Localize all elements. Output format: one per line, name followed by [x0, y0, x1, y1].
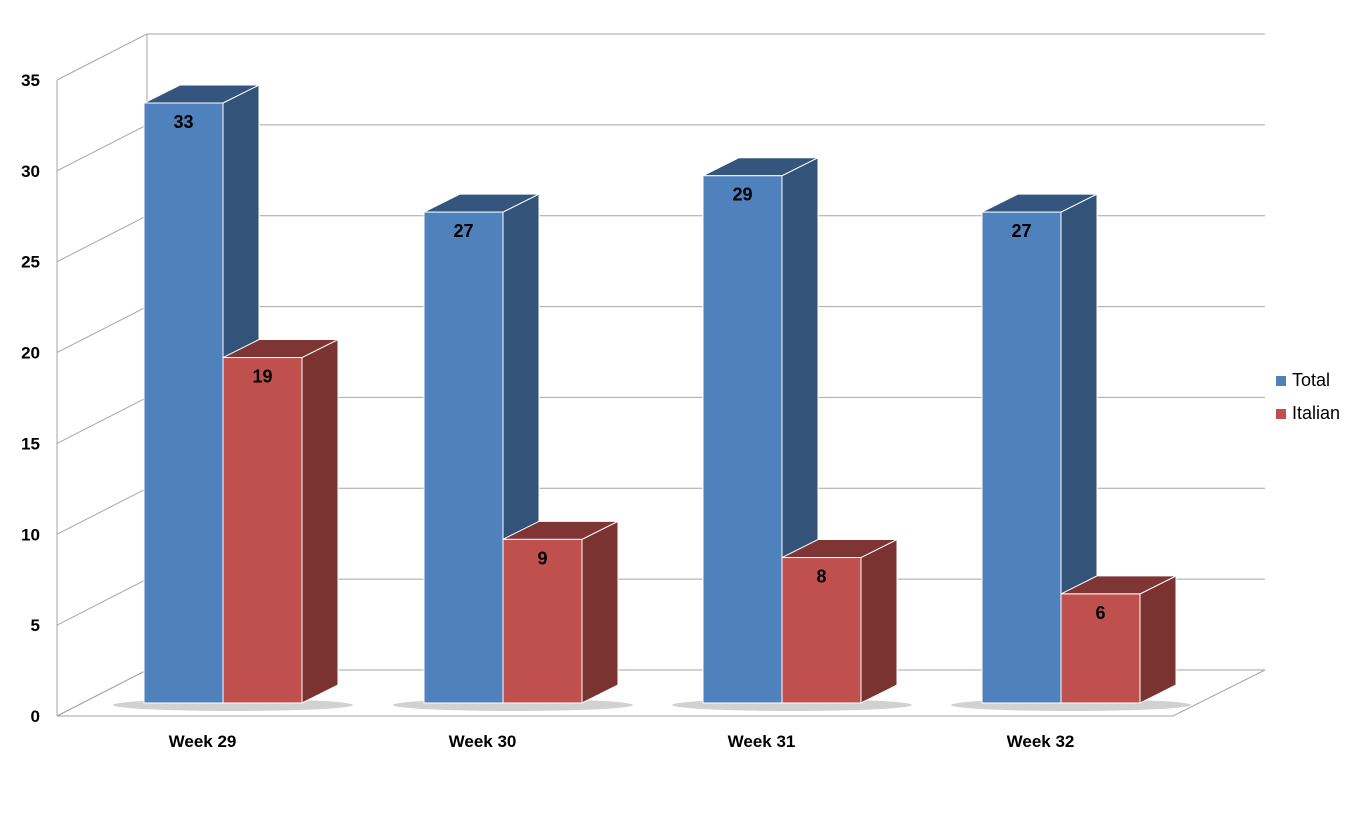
legend: Total Italian	[1276, 364, 1340, 430]
y-tick-label: 25	[21, 253, 40, 272]
gridline-side	[56, 396, 148, 444]
bar-front	[981, 211, 1062, 704]
y-tick-label: 15	[21, 434, 40, 453]
x-tick-label: Week 30	[449, 732, 517, 751]
legend-label-total: Total	[1292, 370, 1331, 390]
gridline-side	[56, 306, 148, 354]
gridline-side	[56, 487, 148, 535]
bar-side	[1139, 575, 1177, 704]
x-tick-label: Week 32	[1007, 732, 1075, 751]
bar-front	[222, 357, 303, 704]
bar-front	[781, 557, 862, 704]
floor	[56, 669, 1266, 717]
legend-swatch-italian	[1276, 408, 1286, 419]
y-tick-label: 35	[21, 71, 40, 90]
data-label: 27	[1011, 221, 1031, 241]
bar-front	[143, 102, 224, 704]
bar-italian-week-29	[222, 338, 339, 704]
data-label: 29	[732, 185, 752, 205]
legend-swatch-total	[1276, 375, 1286, 386]
bar-side	[581, 520, 619, 704]
bar-side	[860, 538, 898, 704]
bar-italian-week-30	[502, 520, 619, 704]
bars	[113, 84, 1191, 711]
x-tick-label: Week 31	[728, 732, 796, 751]
data-label: 9	[537, 548, 547, 568]
legend-label-italian: Italian	[1292, 403, 1341, 423]
y-tick-label: 30	[21, 162, 40, 181]
bar-total-week-32	[981, 193, 1098, 704]
y-tick-label: 5	[31, 616, 40, 635]
x-tick-label: Week 29	[169, 732, 237, 751]
bar-side	[301, 338, 339, 704]
data-label: 19	[252, 367, 272, 387]
y-tick-label: 20	[21, 344, 40, 363]
labels: 0 5 10 15 20 25 30 35 33 19 Week 29 27 9 Week 30 29 8 We…	[21, 71, 1105, 751]
gridline-side	[56, 33, 148, 81]
data-label: 33	[173, 112, 193, 132]
bar-front	[423, 211, 504, 704]
data-label: 8	[816, 567, 826, 587]
bar-front	[702, 175, 783, 704]
legend-item-italian: Italian	[1276, 397, 1340, 430]
bar-front	[1060, 593, 1141, 704]
data-label: 27	[453, 221, 473, 241]
y-tick-label: 10	[21, 525, 40, 544]
bar-front	[502, 538, 583, 704]
gridline-side	[56, 215, 148, 263]
gridline-side	[56, 578, 148, 626]
gridline-side	[56, 124, 148, 172]
y-tick-label: 0	[31, 707, 40, 726]
legend-item-total: Total	[1276, 364, 1340, 397]
data-label: 6	[1095, 603, 1105, 623]
bar-italian-week-31	[781, 538, 898, 704]
bar-italian-week-32	[1060, 575, 1177, 704]
